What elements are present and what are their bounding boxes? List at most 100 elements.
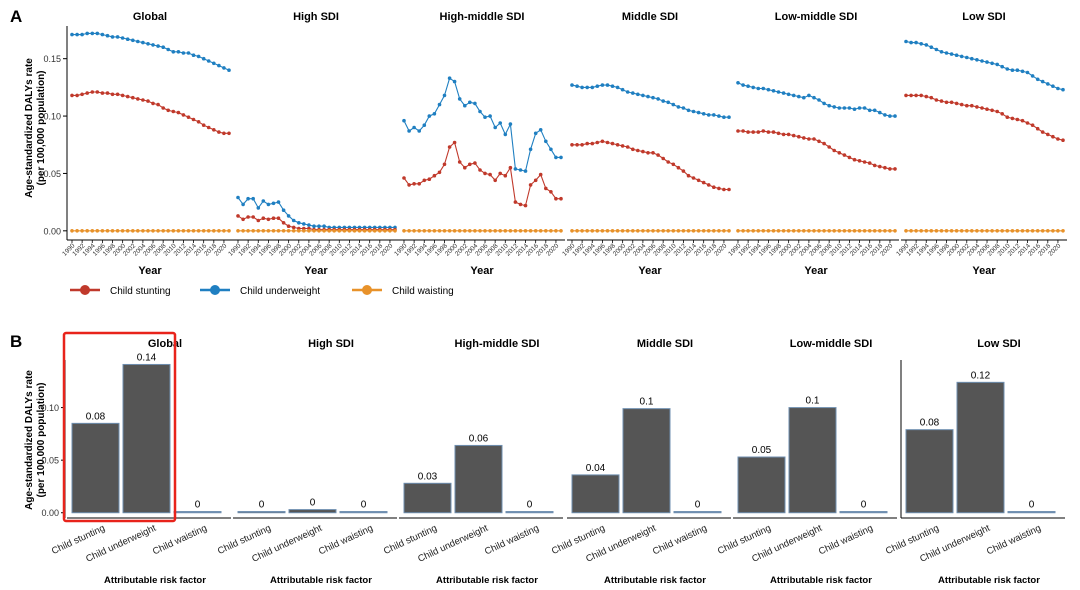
point-underweight — [302, 222, 306, 226]
point-stunting — [857, 159, 862, 163]
point-underweight — [261, 199, 266, 203]
point-underweight — [746, 84, 750, 88]
point-waisting — [261, 229, 266, 233]
point-waisting — [939, 229, 944, 233]
point-stunting — [236, 214, 240, 218]
point-underweight — [523, 169, 528, 173]
point-waisting — [513, 229, 518, 233]
point-waisting — [741, 229, 745, 233]
point-waisting — [959, 229, 964, 233]
x-axis-title: Attributable risk factor — [770, 575, 872, 586]
bar-child-underweight — [454, 444, 503, 514]
point-waisting — [919, 229, 923, 233]
point-waisting — [727, 229, 731, 233]
point-stunting — [959, 102, 964, 107]
point-waisting — [538, 229, 543, 233]
point-stunting — [136, 97, 140, 101]
point-waisting — [559, 229, 563, 233]
point-stunting — [85, 91, 89, 95]
panel-b-ylabel-line2: (per 100,000 population) — [36, 382, 47, 497]
point-underweight — [666, 100, 670, 105]
point-underweight — [538, 128, 543, 132]
point-waisting — [302, 229, 306, 233]
panel-label-b: B — [10, 332, 22, 351]
point-underweight — [756, 86, 761, 91]
point-underweight — [432, 112, 437, 116]
point-waisting — [1046, 229, 1050, 233]
point-underweight — [646, 94, 650, 99]
point-underweight — [781, 91, 786, 95]
point-stunting — [166, 108, 170, 113]
point-waisting — [201, 229, 206, 233]
x-axis-title: Attributable risk factor — [436, 575, 538, 586]
point-stunting — [580, 143, 584, 147]
point-underweight — [151, 43, 155, 47]
point-underweight — [712, 113, 716, 117]
point-waisting — [872, 229, 877, 233]
point-waisting — [893, 229, 897, 233]
point-underweight — [402, 118, 406, 123]
point-waisting — [852, 229, 857, 233]
point-stunting — [1030, 123, 1035, 127]
point-waisting — [1010, 229, 1015, 233]
point-underweight — [959, 54, 964, 59]
point-underweight — [1035, 77, 1040, 82]
point-waisting — [595, 229, 600, 233]
point-waisting — [883, 229, 887, 233]
point-underweight — [837, 106, 842, 110]
point-underweight — [90, 31, 95, 36]
point-waisting — [427, 229, 432, 233]
point-underweight — [513, 167, 518, 171]
point-underweight — [610, 84, 615, 88]
facet-title: Low SDI — [962, 11, 1005, 23]
point-stunting — [110, 92, 115, 97]
point-stunting — [1020, 118, 1025, 123]
point-underweight — [463, 103, 467, 108]
point-stunting — [681, 169, 686, 173]
point-underweight — [478, 109, 482, 114]
point-stunting — [985, 107, 989, 111]
point-stunting — [1015, 117, 1020, 122]
point-underweight — [136, 39, 140, 44]
point-underweight — [691, 109, 696, 114]
point-underweight — [620, 87, 625, 92]
facet-title: High SDI — [308, 338, 354, 350]
point-underweight — [985, 60, 989, 64]
bar-child-waisting — [505, 511, 554, 514]
point-stunting — [852, 157, 857, 162]
point-waisting — [585, 229, 589, 233]
point-stunting — [934, 98, 939, 102]
point-underweight — [802, 95, 806, 100]
point-waisting — [847, 229, 852, 233]
point-underweight — [1005, 67, 1010, 71]
point-waisting — [468, 229, 472, 233]
point-underweight — [256, 206, 261, 210]
point-stunting — [817, 139, 821, 144]
point-stunting — [222, 131, 226, 136]
point-waisting — [837, 229, 842, 233]
point-underweight — [939, 50, 944, 54]
legend-label-underweight: Child underweight — [240, 286, 320, 297]
point-underweight — [70, 32, 74, 37]
point-stunting — [914, 93, 918, 98]
point-stunting — [610, 141, 615, 146]
point-stunting — [1035, 126, 1040, 131]
point-stunting — [837, 151, 842, 155]
point-waisting — [367, 229, 372, 233]
point-stunting — [528, 183, 533, 187]
point-stunting — [217, 130, 221, 134]
point-underweight — [146, 42, 150, 46]
series-line-underweight — [72, 32, 230, 71]
facet-title: Middle SDI — [637, 338, 693, 350]
point-underweight — [206, 59, 211, 63]
point-underweight — [1020, 69, 1025, 74]
point-stunting — [717, 186, 721, 191]
point-underweight — [580, 85, 584, 90]
point-waisting — [307, 229, 311, 233]
point-waisting — [463, 229, 467, 233]
point-underweight — [676, 105, 681, 109]
point-stunting — [620, 144, 625, 148]
legend-marker-waisting — [362, 285, 372, 295]
point-waisting — [625, 229, 630, 233]
